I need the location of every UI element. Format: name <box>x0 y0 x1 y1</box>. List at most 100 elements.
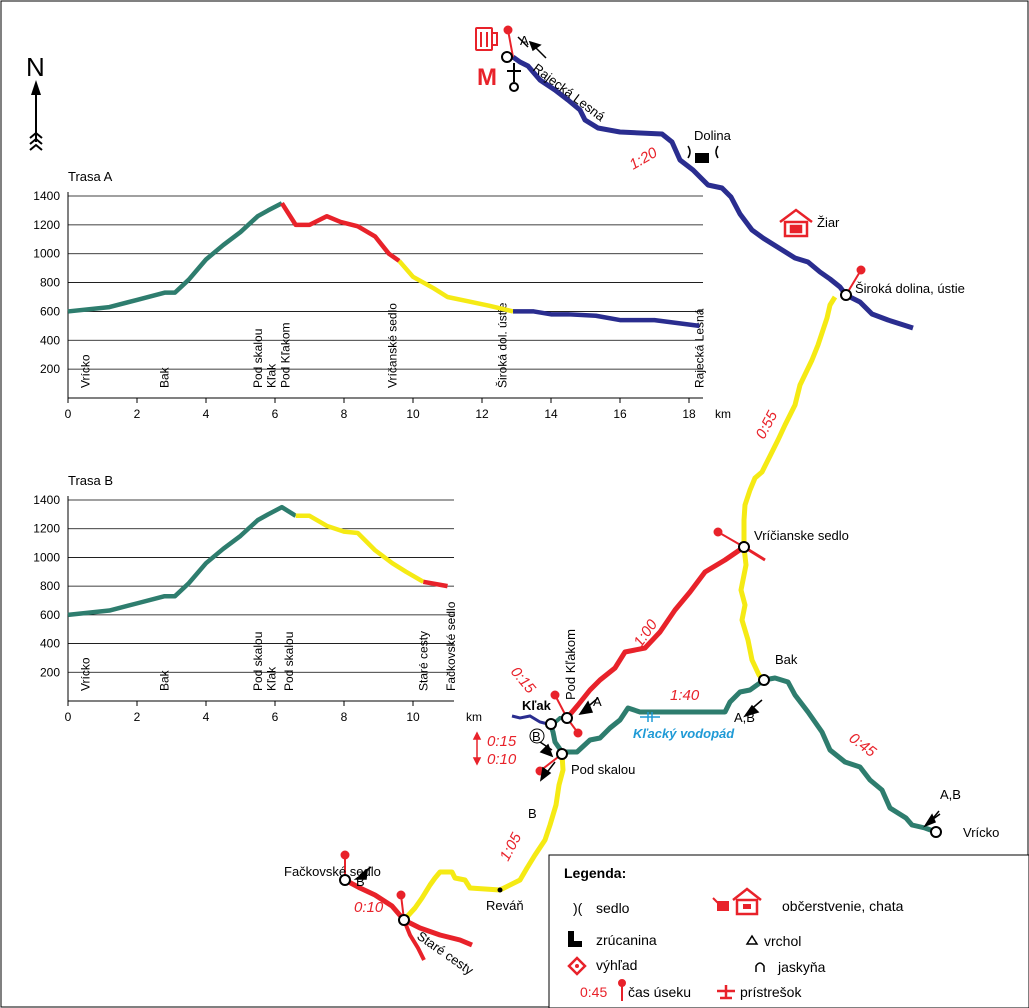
time-podskalou-revan: 1:05 <box>497 830 526 864</box>
x-tick-label: 2 <box>134 710 141 724</box>
legend-cas-value: 0:45 <box>580 984 607 1000</box>
x-tick-label: 4 <box>203 407 210 421</box>
revan-point <box>497 887 503 893</box>
node-markers <box>339 51 942 926</box>
profile-annotation: Bak <box>158 669 172 691</box>
profile-annotation: Pod skalou <box>282 632 296 691</box>
ruin-icon <box>687 145 719 163</box>
profile-annotation: Kľak <box>265 363 279 388</box>
hut-icon <box>779 208 813 238</box>
profile-annotation: Vrícko <box>78 657 92 691</box>
x-tick-label: 14 <box>544 407 558 421</box>
route-blue-klak <box>511 714 549 726</box>
y-tick-label: 400 <box>40 333 60 347</box>
profile-annotation: Rajecká Lesná <box>692 308 706 388</box>
profile-annotation: Vríčanské sedlo <box>385 303 399 388</box>
profile-annotation: Pod skalou <box>251 632 265 691</box>
profile-segment-green <box>67 504 297 618</box>
dir-label-b-south: B <box>528 806 537 821</box>
y-tick-label: 200 <box>40 362 60 376</box>
legend-cave-icon <box>755 962 765 972</box>
legend-ruin-icon <box>568 931 582 947</box>
dir-label-b-fackov: B <box>356 874 365 889</box>
legend-title: Legenda: <box>564 865 626 881</box>
route-yellow-sedlo-bak <box>738 546 766 682</box>
legend-box <box>548 854 1029 1008</box>
route-yellow-siroka-sedlo <box>741 295 838 547</box>
y-tick-label: 600 <box>40 608 60 622</box>
place-siroka-dolina: Široká dolina, ústie <box>855 281 965 296</box>
place-vricianske-sedlo: Vríčianske sedlo <box>754 528 849 543</box>
place-vricko: Vrícko <box>963 825 999 840</box>
profile-annotation: Pod skalou <box>251 329 265 388</box>
place-dolina: Dolina <box>694 128 732 143</box>
legend-jaskyna: jaskyňa <box>777 959 826 975</box>
route-red-stare-south <box>402 919 426 961</box>
legend-sedlo-symbol: )( <box>573 900 583 916</box>
legend-obcerstvenie: občerstvenie, chata <box>782 898 904 914</box>
x-tick-label: 0 <box>65 710 72 724</box>
waterfall-icon <box>640 712 660 722</box>
profile-annotation: Vrícko <box>78 354 92 388</box>
legend-time-marker-icon <box>618 979 626 1001</box>
beer-icon <box>475 27 498 51</box>
x-tick-label: 2 <box>134 407 141 421</box>
y-tick-label: 200 <box>40 665 60 679</box>
dir-label-a-top: A <box>520 33 529 48</box>
x-tick-label: 10 <box>406 710 420 724</box>
profile-annotation: Kľak <box>265 666 279 691</box>
x-tick-label: 8 <box>341 407 348 421</box>
legend-shelter-icon <box>717 985 735 1000</box>
chart-trasa-a: Trasa A 200 400 600 800 1000 1200 1400 0 2 4 6 8 10 12… <box>33 169 731 421</box>
y-tick-label: 1200 <box>33 522 60 536</box>
profile-annotation: Staré cesty <box>416 631 430 691</box>
time-rajecka-siroka: 1:20 <box>627 144 661 174</box>
profile-segment-red <box>280 202 401 263</box>
place-pod-skalou: Pod skalou <box>571 762 635 777</box>
north-label: N <box>26 52 45 82</box>
dir-label-b-circle: B <box>532 729 541 744</box>
legend-viewpoint-icon <box>567 956 587 976</box>
legend-sedlo: sedlo <box>596 900 630 916</box>
profile-segment-yellow <box>295 513 425 584</box>
dir-label-a-klak: A <box>593 694 602 709</box>
y-tick-label: 600 <box>40 304 60 318</box>
x-tick-label: 0 <box>65 407 72 421</box>
legend-vyhlad: výhľad <box>596 957 637 973</box>
place-klacky-vodopad: Kľacký vodopád <box>633 726 735 741</box>
legend-zrucanina: zrúcanina <box>596 932 657 948</box>
profile-segment-blue <box>513 309 700 329</box>
route-red-sedlo-klak <box>565 544 746 720</box>
profile-segment-green <box>67 201 283 314</box>
legend: Legenda: )( sedlo zrúcanina výhľad 0:45 … <box>548 854 1029 1008</box>
x-tick-label: 4 <box>203 710 210 724</box>
time-fackovske-stare: 0:10 <box>354 899 384 916</box>
route-blue-east <box>844 292 914 331</box>
x-tick-label: 8 <box>341 710 348 724</box>
x-tick-label: 6 <box>272 407 279 421</box>
profile-segment-red <box>422 579 448 589</box>
x-tick-label: 6 <box>272 710 279 724</box>
y-tick-label: 800 <box>40 579 60 593</box>
y-tick-label: 1400 <box>33 189 60 203</box>
legend-pristresok: prístrešok <box>740 984 802 1000</box>
x-tick-label: 18 <box>682 407 696 421</box>
y-tick-label: 800 <box>40 276 60 290</box>
legend-cas: čas úseku <box>628 984 691 1000</box>
time-bak-vricko: 0:45 <box>846 730 880 762</box>
chart-title: Trasa A <box>68 169 113 184</box>
y-tick-label: 1000 <box>33 247 60 261</box>
place-klak: Kľak <box>522 698 552 713</box>
chart-title: Trasa B <box>68 473 113 488</box>
profile-segment-yellow <box>397 259 514 314</box>
profile-annotation: Široká dol. ústie <box>495 302 510 388</box>
time-klak-skala-up: 0:15 <box>487 733 517 750</box>
route-green-bak-podskalou <box>548 677 766 755</box>
route-blue-rajecka-siroka <box>511 54 848 297</box>
y-tick-label: 400 <box>40 637 60 651</box>
m-icon: M <box>477 64 497 91</box>
y-tick-label: 1200 <box>33 218 60 232</box>
